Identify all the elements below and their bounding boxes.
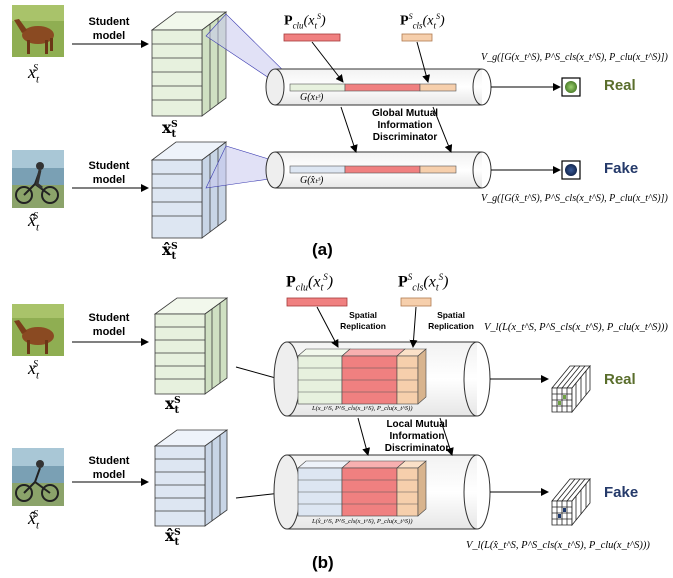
p-cls-bar-b (400, 297, 432, 307)
spatial-replication-label-clu: Spatial Replication (340, 310, 386, 331)
arrow-pclu-a (311, 41, 344, 83)
horse-image-b (12, 304, 64, 356)
arrow-pclu-b (316, 306, 339, 348)
p-clu-label-b: Pclu(xtS) (286, 272, 334, 294)
disc-arrow-b-left (357, 417, 371, 456)
v-l-fake-formula: V_l(L(x̂_t^S, P^S_cls(x_t^S), P_clu(x_t^… (466, 540, 650, 551)
fake-label-a: Fake (604, 160, 639, 177)
cylinder-a-fake (265, 151, 492, 189)
disc-arrow-a-left (340, 106, 358, 153)
g-real-label: G(xₜˢ) (300, 92, 324, 103)
student-model-label-b-real: Student model (88, 312, 130, 338)
fake-label-b: Fake (604, 484, 639, 501)
input-var-a-fake: x̂tS (28, 210, 40, 234)
p-clu-bar-b (286, 297, 348, 307)
feature-var-a-real: xtS (162, 118, 178, 141)
p-clu-bar-a (283, 33, 341, 42)
output-grid-b-fake (551, 477, 591, 527)
v-l-real-formula: V_l(L(x_t^S, P^S_cls(x_t^S), P_clu(x_t^S… (484, 322, 668, 333)
feature-var-b-fake: x̂tS (165, 526, 181, 549)
cylinder-a-real (265, 68, 492, 106)
output-grid-b-real (551, 364, 591, 414)
disc-arrow-a-right (432, 106, 453, 153)
panel-label-b: (b) (312, 553, 334, 572)
feature-var-a-fake: x̂tS (162, 240, 178, 263)
p-cls-label-a: PScls(xtS) (400, 12, 445, 31)
input-var-b-real: xtS (28, 358, 40, 382)
horse-image-a (12, 5, 64, 57)
student-model-label-b-fake: Student model (88, 455, 130, 481)
v-g-real-formula: V_g([G(x_t^S), P^S_cls(x_t^S), P_clu(x_t… (481, 52, 668, 63)
real-label-a: Real (604, 77, 636, 94)
local-discriminator-label: Local Mutual Information Discriminator (384, 419, 450, 454)
input-var-b-fake: x̂tS (28, 508, 40, 532)
spatial-replication-label-cls: Spatial Replication (428, 310, 474, 331)
cyclist-image-b (12, 448, 64, 506)
global-discriminator-label: Global Mutual Information Discriminator (371, 108, 439, 143)
arrow-pcls-b (409, 306, 418, 348)
p-cls-label-b: PScls(xtS) (398, 272, 449, 294)
g-fake-label: G(x̂ₜˢ) (300, 175, 324, 186)
arrow-pcls-a (416, 41, 431, 83)
cylinder-b-fake (273, 454, 491, 530)
p-clu-label-a: Pclu(xtS) (284, 12, 326, 31)
l-real-label: L(x_t^S, P^S_cls(x_t^S), P_clu(x_t^S)) (312, 405, 413, 412)
feature-var-b-real: xtS (165, 394, 181, 417)
real-label-b: Real (604, 371, 636, 388)
student-model-label-a-fake: Student model (88, 160, 130, 186)
l-fake-label: L(x̂_t^S, P^S_cls(x_t^S), P_clu(x_t^S)) (312, 518, 413, 525)
feature-cube-a-fake (150, 141, 228, 239)
p-cls-bar-a (401, 33, 433, 42)
cylinder-b-real (273, 341, 491, 417)
input-var-a-real: xtS (28, 62, 40, 86)
student-model-label-a-real: Student model (88, 16, 130, 42)
feature-cube-b-fake (153, 429, 229, 527)
panel-label-a: (a) (312, 240, 333, 259)
cyclist-image-a (12, 150, 64, 208)
feature-cube-b-real (153, 297, 229, 395)
disc-arrow-b-right (439, 417, 454, 456)
v-g-fake-formula: V_g([G(x̂_t^S), P^S_cls(x_t^S), P_clu(x_… (481, 193, 668, 204)
